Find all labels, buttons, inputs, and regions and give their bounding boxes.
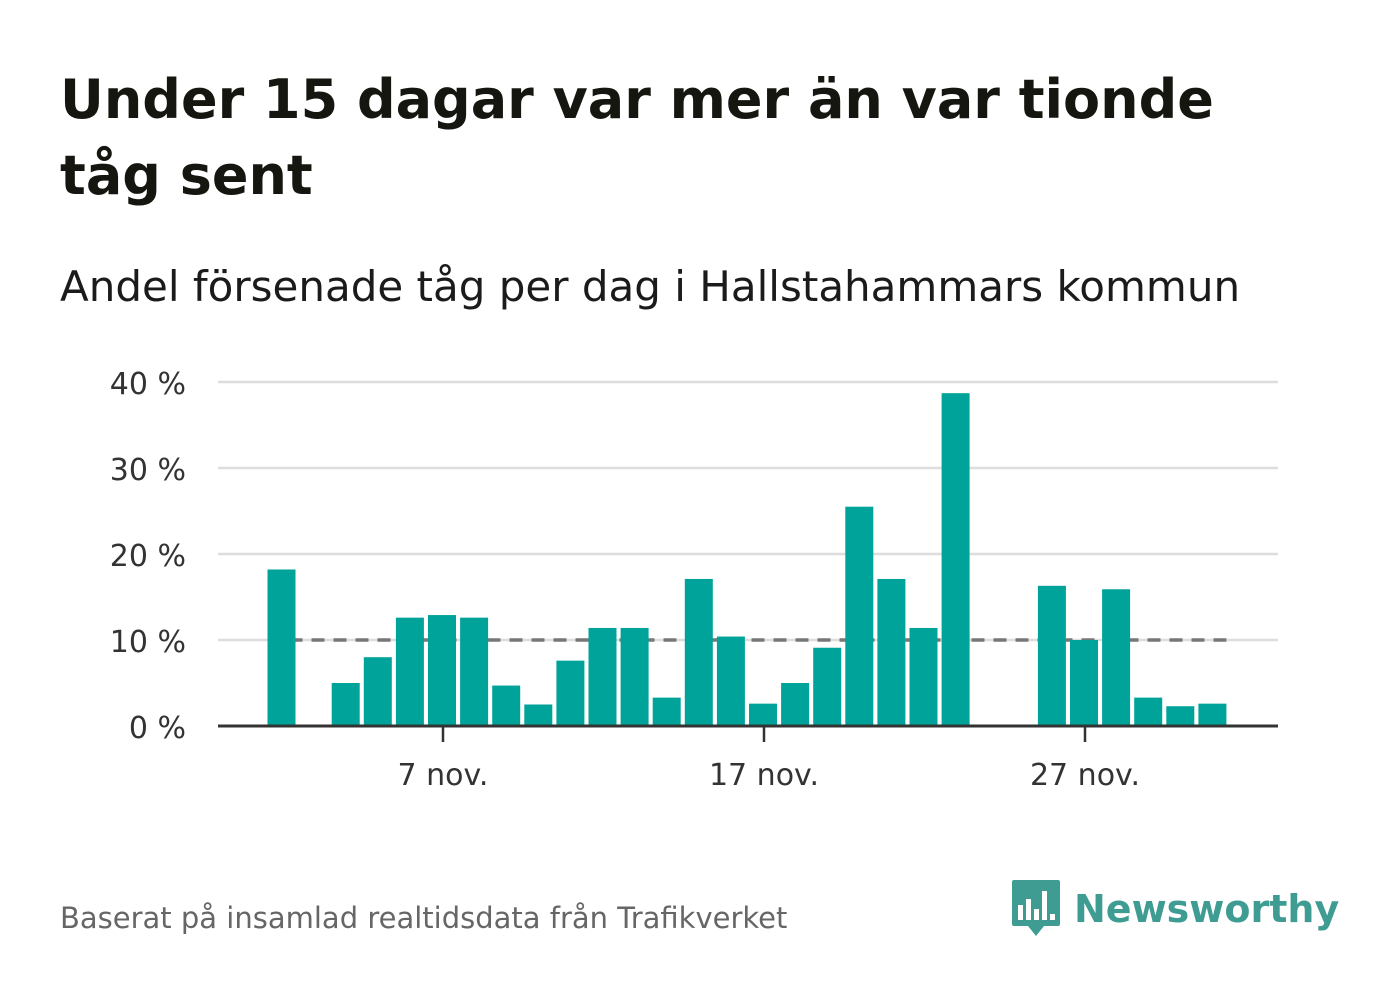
bar (1166, 706, 1195, 726)
bar (1037, 585, 1066, 726)
brand-name: Newsworthy (1074, 887, 1340, 931)
bar (556, 660, 585, 726)
bar (395, 617, 424, 726)
source-note: Baserat på insamlad realtidsdata från Tr… (60, 901, 788, 935)
bar (781, 683, 810, 726)
brand-logo: Newsworthy (1010, 878, 1339, 940)
y-tick-label: 30 % (110, 453, 186, 488)
x-tick-label: 27 nov. (1030, 758, 1140, 793)
bar-chart: 0 % 10 % 20 % 30 % 40 % 7 nov. 17 nov. 27 nov. (110, 367, 1278, 793)
x-tick-label: 7 nov. (398, 758, 489, 793)
bar (460, 617, 489, 726)
bar (620, 627, 649, 726)
chart-subtitle: Andel försenade tåg per dag i Hallstaham… (60, 262, 1241, 311)
bar (1102, 589, 1131, 726)
y-tick-label: 10 % (110, 625, 186, 660)
bar (716, 636, 745, 726)
bars (267, 393, 1227, 726)
chart-title: Under 15 dagar var mer än var tionde tåg… (60, 68, 1214, 207)
bar (845, 506, 874, 726)
y-tick-label: 20 % (110, 539, 186, 574)
bar (1134, 697, 1163, 726)
bar (941, 393, 970, 726)
bar (877, 578, 906, 726)
y-tick-label: 0 % (129, 711, 186, 746)
x-tick-label: 17 nov. (709, 758, 819, 793)
gridlines (218, 380, 1278, 642)
bar (909, 627, 938, 726)
bar (749, 703, 777, 726)
y-tick-label: 40 % (110, 367, 186, 402)
bar (331, 683, 360, 726)
axes: 0 % 10 % 20 % 30 % 40 % 7 nov. 17 nov. 27 nov. (110, 367, 1278, 793)
bar (492, 685, 521, 726)
bar (684, 578, 713, 726)
bar (524, 704, 553, 726)
bar (813, 647, 842, 726)
bar (428, 615, 456, 726)
bar (1070, 640, 1098, 726)
bar (1198, 703, 1227, 726)
bar (363, 657, 392, 726)
bar (267, 569, 296, 726)
newsworthy-logo-icon (1012, 880, 1060, 936)
bar (588, 627, 617, 726)
bar (652, 697, 681, 726)
